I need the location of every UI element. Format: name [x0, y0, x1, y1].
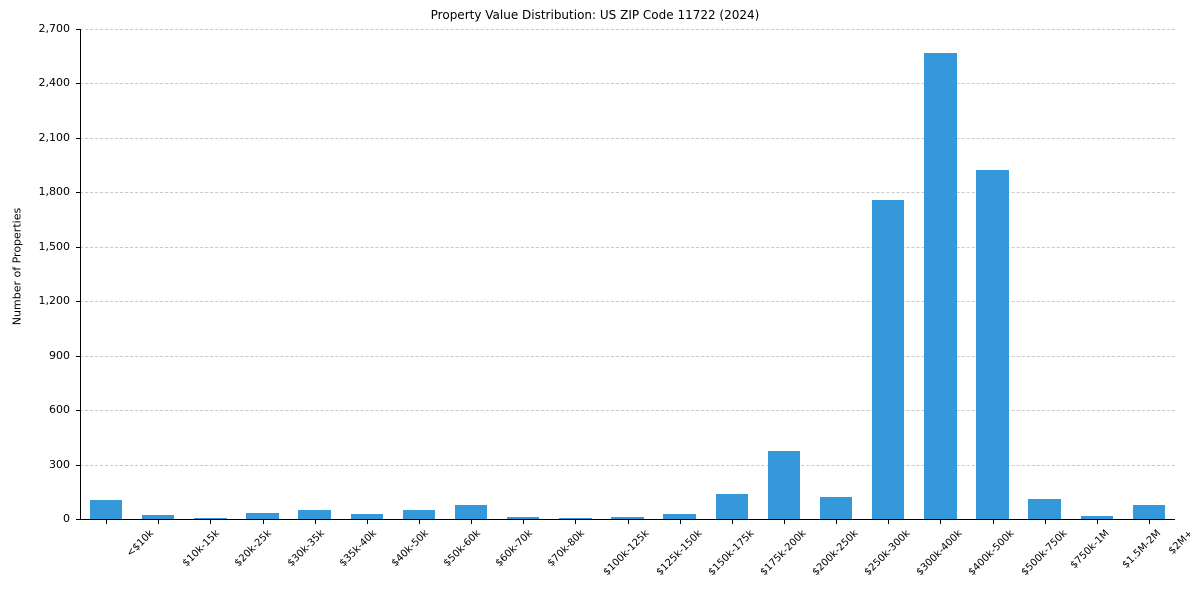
x-tick-mark: [1096, 519, 1098, 524]
x-tick-mark: [262, 519, 264, 524]
x-tick-mark: [158, 519, 160, 524]
x-tick-mark: [992, 519, 994, 524]
x-tick-label: $20k-25k: [233, 528, 275, 570]
bar[interactable]: [767, 450, 801, 519]
x-tick-label: $70k-80k: [545, 528, 587, 570]
bar[interactable]: [298, 510, 331, 519]
x-tick-label: $30k-35k: [285, 528, 327, 570]
x-tick-mark: [836, 519, 838, 524]
bar[interactable]: [402, 509, 436, 519]
bar[interactable]: [454, 505, 488, 519]
bar[interactable]: [246, 512, 279, 519]
bar[interactable]: [1028, 499, 1061, 519]
y-tick-mark: [76, 519, 80, 520]
gridline: [80, 83, 1175, 85]
x-tick-mark: [210, 519, 212, 524]
x-tick-label: $150k-175k: [706, 528, 757, 579]
x-tick-mark: [314, 519, 316, 524]
x-tick-mark: [940, 519, 942, 524]
y-tick-label: 1,200: [38, 294, 71, 308]
gridline: [80, 355, 1175, 357]
x-tick-mark: [627, 519, 629, 524]
gridline: [80, 301, 1175, 303]
y-tick-label: 1,500: [38, 239, 71, 253]
y-axis-label: Number of Properties: [10, 207, 24, 326]
x-tick-label: $750k-1M: [1068, 528, 1112, 572]
x-tick-mark: [888, 519, 890, 524]
y-axis-line: [80, 29, 81, 519]
x-tick-label: $400k-500k: [966, 528, 1017, 579]
x-tick-label: $40k-50k: [389, 528, 431, 570]
y-tick-label: 2,700: [38, 22, 71, 35]
y-tick-label: 0: [63, 512, 70, 525]
x-tick-label: $500k-750k: [1018, 528, 1070, 579]
gridline: [80, 192, 1175, 194]
bar[interactable]: [89, 499, 123, 519]
bar[interactable]: [924, 52, 957, 519]
y-tick-mark: [76, 137, 80, 139]
y-tick-label: 600: [49, 403, 70, 417]
x-tick-label: <$10k: [124, 528, 157, 560]
x-tick-mark: [575, 519, 577, 524]
x-tick-label: $60k-70k: [493, 528, 535, 570]
bar[interactable]: [1132, 505, 1166, 519]
x-tick-mark: [471, 519, 473, 524]
y-tick-mark: [76, 410, 80, 412]
x-tick-mark: [679, 519, 681, 524]
x-tick-mark: [783, 519, 785, 524]
x-tick-label: $2M+: [1166, 528, 1190, 557]
x-tick-mark: [418, 519, 420, 524]
chart-title: Property Value Distribution: US ZIP Code…: [430, 8, 760, 22]
x-tick-label: $35k-40k: [337, 528, 379, 570]
bars-layer: [80, 29, 1175, 519]
gridline: [80, 29, 1175, 30]
gridline: [80, 246, 1175, 248]
y-tick-label: 1,800: [38, 185, 71, 199]
bar[interactable]: [819, 497, 853, 519]
x-tick-mark: [1148, 519, 1150, 524]
gridline: [80, 137, 1175, 139]
y-tick-mark: [76, 83, 80, 85]
x-tick-mark: [523, 519, 525, 524]
x-tick-label: $100k-125k: [601, 528, 652, 579]
x-tick-label: $10k-15k: [180, 528, 222, 570]
y-tick-mark: [76, 301, 80, 303]
y-tick-mark: [76, 355, 80, 357]
y-tick-label: 900: [49, 348, 70, 362]
x-tick-label: $1.5M-2M: [1120, 528, 1164, 571]
bar[interactable]: [194, 518, 227, 519]
y-tick-mark: [76, 29, 80, 30]
x-tick-mark: [366, 519, 368, 524]
bar[interactable]: [1080, 515, 1113, 519]
bar[interactable]: [350, 513, 383, 519]
plot-area: [80, 29, 1175, 519]
x-tick-mark: [731, 519, 733, 524]
y-tick-mark: [76, 246, 80, 248]
x-tick-label: $50k-60k: [441, 528, 483, 570]
x-tick-label: $250k-300k: [862, 528, 913, 579]
bar[interactable]: [611, 516, 644, 519]
y-tick-label: 2,400: [38, 76, 71, 90]
y-tick-mark: [76, 192, 80, 194]
x-tick-label: $175k-200k: [758, 528, 809, 579]
bar[interactable]: [872, 199, 905, 519]
bar[interactable]: [559, 518, 592, 519]
y-tick-label: 300: [49, 457, 70, 471]
x-tick-label: $200k-250k: [810, 528, 861, 579]
gridline: [80, 410, 1175, 412]
x-tick-mark: [106, 519, 108, 524]
bar[interactable]: [715, 493, 748, 519]
x-tick-mark: [1044, 519, 1046, 524]
y-tick-mark: [76, 464, 80, 466]
x-tick-label: $300k-400k: [914, 528, 965, 579]
bar[interactable]: [142, 515, 175, 519]
bar[interactable]: [507, 517, 540, 519]
bar[interactable]: [663, 514, 696, 519]
bar[interactable]: [976, 169, 1009, 519]
y-tick-label: 2,100: [38, 130, 71, 144]
x-tick-label: $125k-150k: [653, 528, 705, 579]
gridline: [80, 464, 1175, 466]
